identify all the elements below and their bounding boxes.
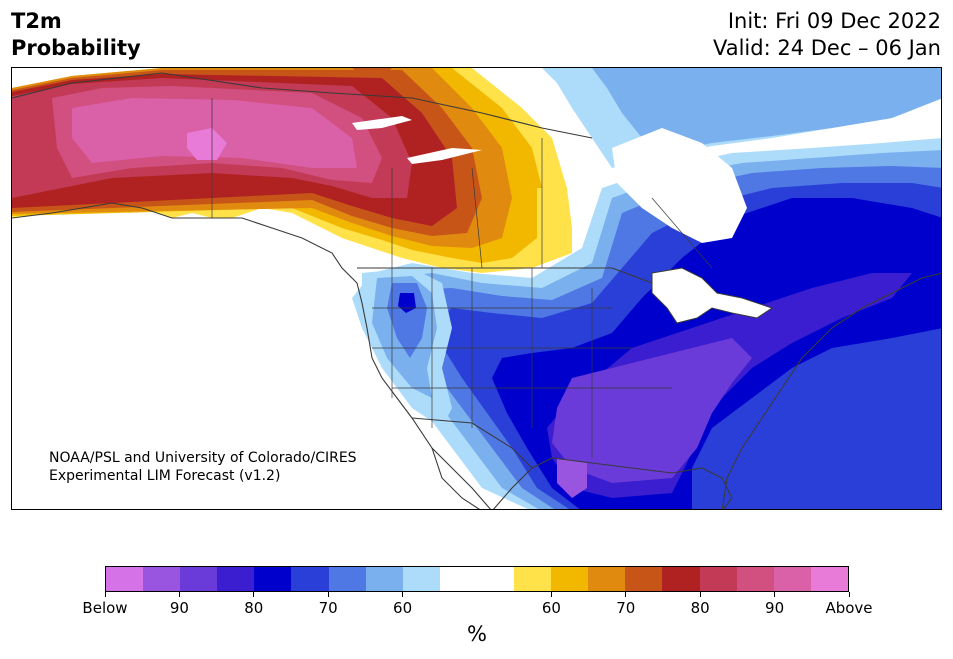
variable-title: T2m bbox=[11, 9, 62, 33]
init-date: Init: Fri 09 Dec 2022 bbox=[727, 9, 941, 33]
colorbar-tick-label: 80 bbox=[690, 599, 710, 617]
colorbar-tick bbox=[699, 592, 701, 597]
great-slave-lake bbox=[407, 148, 482, 164]
great-lakes bbox=[651, 267, 774, 324]
cold-contour-west-70 bbox=[387, 283, 427, 358]
canada-us-border bbox=[357, 267, 653, 284]
baja-california bbox=[431, 447, 480, 509]
arctic-coast bbox=[12, 72, 593, 139]
valid-range: Valid: 24 Dec – 06 Jan bbox=[712, 36, 941, 60]
credit-line-1: NOAA/PSL and University of Colorado/CIRE… bbox=[49, 450, 357, 466]
title-block: T2m Probability bbox=[11, 8, 141, 62]
colorbar-tick bbox=[625, 592, 627, 597]
colorbar-tick-label: 70 bbox=[616, 599, 636, 617]
colorbar-tick-label: Below bbox=[82, 599, 128, 617]
us-mexico-border bbox=[411, 417, 533, 469]
cold-contour-east-90 bbox=[552, 338, 752, 483]
colorbar-segment bbox=[143, 567, 181, 591]
colorbar-tick bbox=[550, 592, 552, 597]
colorbar-segment bbox=[402, 567, 440, 591]
west-coast bbox=[12, 202, 491, 509]
colorbar-tick-label: 90 bbox=[169, 599, 189, 617]
colorbar-tick bbox=[253, 592, 255, 597]
gulf-coast bbox=[493, 457, 733, 509]
above-normal-region bbox=[12, 68, 572, 273]
probability-map bbox=[12, 68, 941, 509]
colorbar-segment bbox=[180, 567, 218, 591]
colorbar-segment bbox=[773, 567, 811, 591]
colorbar-segment bbox=[514, 567, 552, 591]
state-borders bbox=[211, 98, 713, 458]
colorbar-tick bbox=[104, 592, 106, 597]
colorbar-segment bbox=[106, 567, 144, 591]
east-coast bbox=[721, 272, 941, 509]
colorbar-tick-label: 60 bbox=[393, 599, 413, 617]
colorbar-tick bbox=[327, 592, 329, 597]
colorbar-segment bbox=[217, 567, 255, 591]
colorbar-segment bbox=[476, 567, 515, 591]
warm-contour-arctic-orange bbox=[352, 68, 392, 76]
colorbar-tick-label: 90 bbox=[765, 599, 785, 617]
colorbar-tick bbox=[178, 592, 180, 597]
colorbar-segment bbox=[588, 567, 626, 591]
colorbar-segment bbox=[328, 567, 366, 591]
colorbar-segment bbox=[439, 567, 477, 591]
colorbar-tick-label: Above bbox=[825, 599, 873, 617]
colorbar-segment bbox=[736, 567, 774, 591]
colorbar-tick bbox=[774, 592, 776, 597]
date-block: Init: Fri 09 Dec 2022 Valid: 24 Dec – 06… bbox=[713, 8, 941, 62]
colorbar-segment bbox=[625, 567, 663, 591]
colorbar-tick bbox=[848, 592, 850, 597]
colorbar-segment bbox=[810, 567, 848, 591]
colorbar-segment bbox=[291, 567, 329, 591]
colorbar-tick-label: 60 bbox=[541, 599, 561, 617]
colorbar-units: % bbox=[467, 622, 487, 646]
warm-contour-above bbox=[187, 128, 227, 160]
cold-contour-arctic-65 bbox=[592, 68, 941, 153]
credit-line-2: Experimental LIM Forecast (v1.2) bbox=[49, 468, 281, 484]
credit-text: NOAA/PSL and University of Colorado/CIRE… bbox=[49, 449, 357, 485]
border-line bbox=[651, 197, 713, 269]
colorbar-segment bbox=[699, 567, 737, 591]
colorbar-segment bbox=[551, 567, 589, 591]
warm-contour-east-yellow bbox=[537, 188, 562, 243]
colorbar bbox=[105, 566, 849, 592]
colorbar-segment bbox=[662, 567, 700, 591]
border-line bbox=[471, 167, 483, 269]
cold-contour-texas-90 bbox=[557, 458, 587, 498]
great-bear-lake bbox=[352, 116, 412, 130]
colorbar-tick-label: 70 bbox=[318, 599, 338, 617]
colorbar-tick-label: 80 bbox=[244, 599, 264, 617]
map-panel bbox=[11, 67, 942, 510]
colorbar-segment bbox=[254, 567, 292, 591]
coastlines bbox=[12, 72, 941, 509]
colorbar-tick bbox=[402, 592, 404, 597]
colorbar-segment bbox=[365, 567, 403, 591]
hudson-bay bbox=[612, 128, 747, 243]
product-title: Probability bbox=[11, 36, 141, 60]
